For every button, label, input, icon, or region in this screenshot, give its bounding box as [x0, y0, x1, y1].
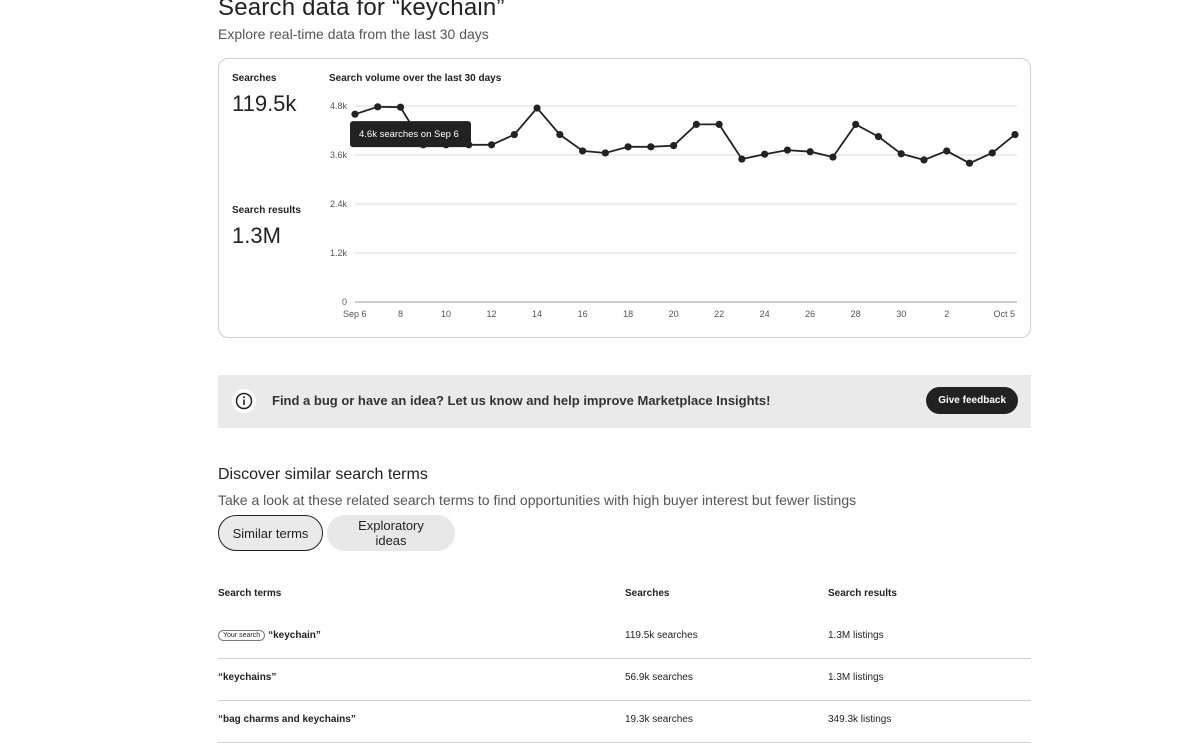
info-icon: [232, 389, 256, 413]
x-tick-label: 2: [944, 309, 949, 319]
search-term: “keychain”: [268, 630, 321, 641]
tab-similar-terms[interactable]: Similar terms: [218, 515, 323, 551]
searches-cell: 56.9k searches: [625, 672, 693, 683]
data-point: [965, 159, 974, 167]
data-point: [1011, 130, 1019, 139]
y-tick-label: 3.6k: [330, 150, 348, 160]
search-term: “keychains”: [218, 672, 277, 683]
page-title: Search data for “keychain”: [218, 0, 505, 21]
data-point: [738, 155, 746, 163]
searches-value: 119.5k: [232, 91, 297, 116]
column-header-searches: Searches: [625, 588, 670, 599]
data-point: [533, 104, 541, 112]
table-row[interactable]: “keychains” 56.9k searches 1.3M listings: [218, 658, 1031, 701]
tooltip-box: [350, 121, 471, 148]
x-tick-label: 16: [578, 309, 588, 319]
x-tick-label: 18: [623, 309, 633, 319]
data-point: [943, 147, 951, 155]
results-cell: 1.3M listings: [828, 630, 884, 641]
data-point: [556, 130, 564, 139]
data-point: [624, 143, 632, 151]
x-tick-label: Oct 5: [993, 309, 1015, 319]
data-point: [510, 130, 518, 139]
data-point: [715, 120, 723, 128]
y-tick-label: 4.8k: [330, 101, 348, 111]
data-point: [670, 142, 678, 150]
page-subtitle: Explore real-time data from the last 30 …: [218, 26, 489, 42]
x-tick-label: 26: [805, 309, 815, 319]
data-point: [396, 103, 405, 111]
data-point: [692, 120, 700, 128]
searches-cell: 19.3k searches: [625, 714, 693, 725]
search-results-label: Search results: [232, 205, 301, 216]
tab-exploratory-ideas[interactable]: Exploratory ideas: [327, 515, 455, 551]
data-point: [988, 149, 996, 157]
data-point: [897, 150, 905, 158]
x-tick-label: 30: [896, 309, 906, 319]
data-point: [783, 146, 792, 154]
data-point: [601, 149, 609, 157]
x-tick-label: 24: [760, 309, 770, 319]
searches-cell: 119.5k searches: [625, 630, 698, 641]
x-tick-label: 20: [669, 309, 679, 319]
give-feedback-button[interactable]: Give feedback: [926, 387, 1018, 414]
x-tick-label: 14: [532, 309, 542, 319]
search-term: “bag charms and keychains”: [218, 714, 356, 725]
data-point: [761, 150, 769, 158]
y-tick-label: 2.4k: [330, 199, 348, 209]
table-row[interactable]: “bag charms and keychains” 19.3k searche…: [218, 700, 1031, 743]
data-point: [920, 156, 928, 164]
table-row[interactable]: Your search “keychain” 119.5k searches 1.…: [218, 616, 1031, 659]
x-tick-label: Sep 6: [343, 309, 367, 319]
data-point: [852, 120, 860, 128]
results-cell: 349.3k listings: [828, 714, 892, 725]
searches-label: Searches: [232, 73, 277, 84]
search-volume-chart: 0 1.2k 2.4k 3.6k 4.8k Sep 6 8 10 12 14 16 18 20 22 24 2…: [330, 101, 1019, 319]
data-point: [829, 153, 837, 161]
feedback-banner: Find a bug or have an idea? Let us know …: [218, 375, 1031, 428]
y-tick-label: 1.2k: [330, 248, 348, 258]
column-header-search-results: Search results: [828, 588, 897, 599]
data-point: [374, 103, 382, 111]
x-tick-label: 12: [487, 309, 497, 319]
discover-title: Discover similar search terms: [218, 466, 428, 483]
discover-subtitle: Take a look at these related search term…: [218, 492, 857, 508]
data-point: [874, 133, 883, 141]
chart-title: Search volume over the last 30 days: [329, 73, 502, 84]
data-point: [578, 147, 587, 155]
x-tick-label: 8: [398, 309, 403, 319]
data-point: [351, 110, 359, 118]
x-tick-label: 10: [441, 309, 451, 319]
y-tick-label: 0: [342, 297, 347, 307]
x-tick-label: 22: [714, 309, 724, 319]
results-cell: 1.3M listings: [828, 672, 884, 683]
your-search-badge: Your search: [218, 630, 266, 641]
tooltip-text: 4.6k searches on Sep 6: [359, 129, 459, 140]
data-point: [487, 141, 496, 149]
search-results-value: 1.3M: [232, 223, 281, 248]
column-header-search-terms: Search terms: [218, 588, 282, 599]
x-tick-label: 28: [851, 309, 861, 319]
data-point: [647, 143, 655, 151]
feedback-text: Find a bug or have an idea? Let us know …: [272, 393, 771, 408]
stats-chart-card: Searches 119.5k Search results 1.3M Sear…: [218, 58, 1031, 338]
data-point: [806, 148, 814, 156]
